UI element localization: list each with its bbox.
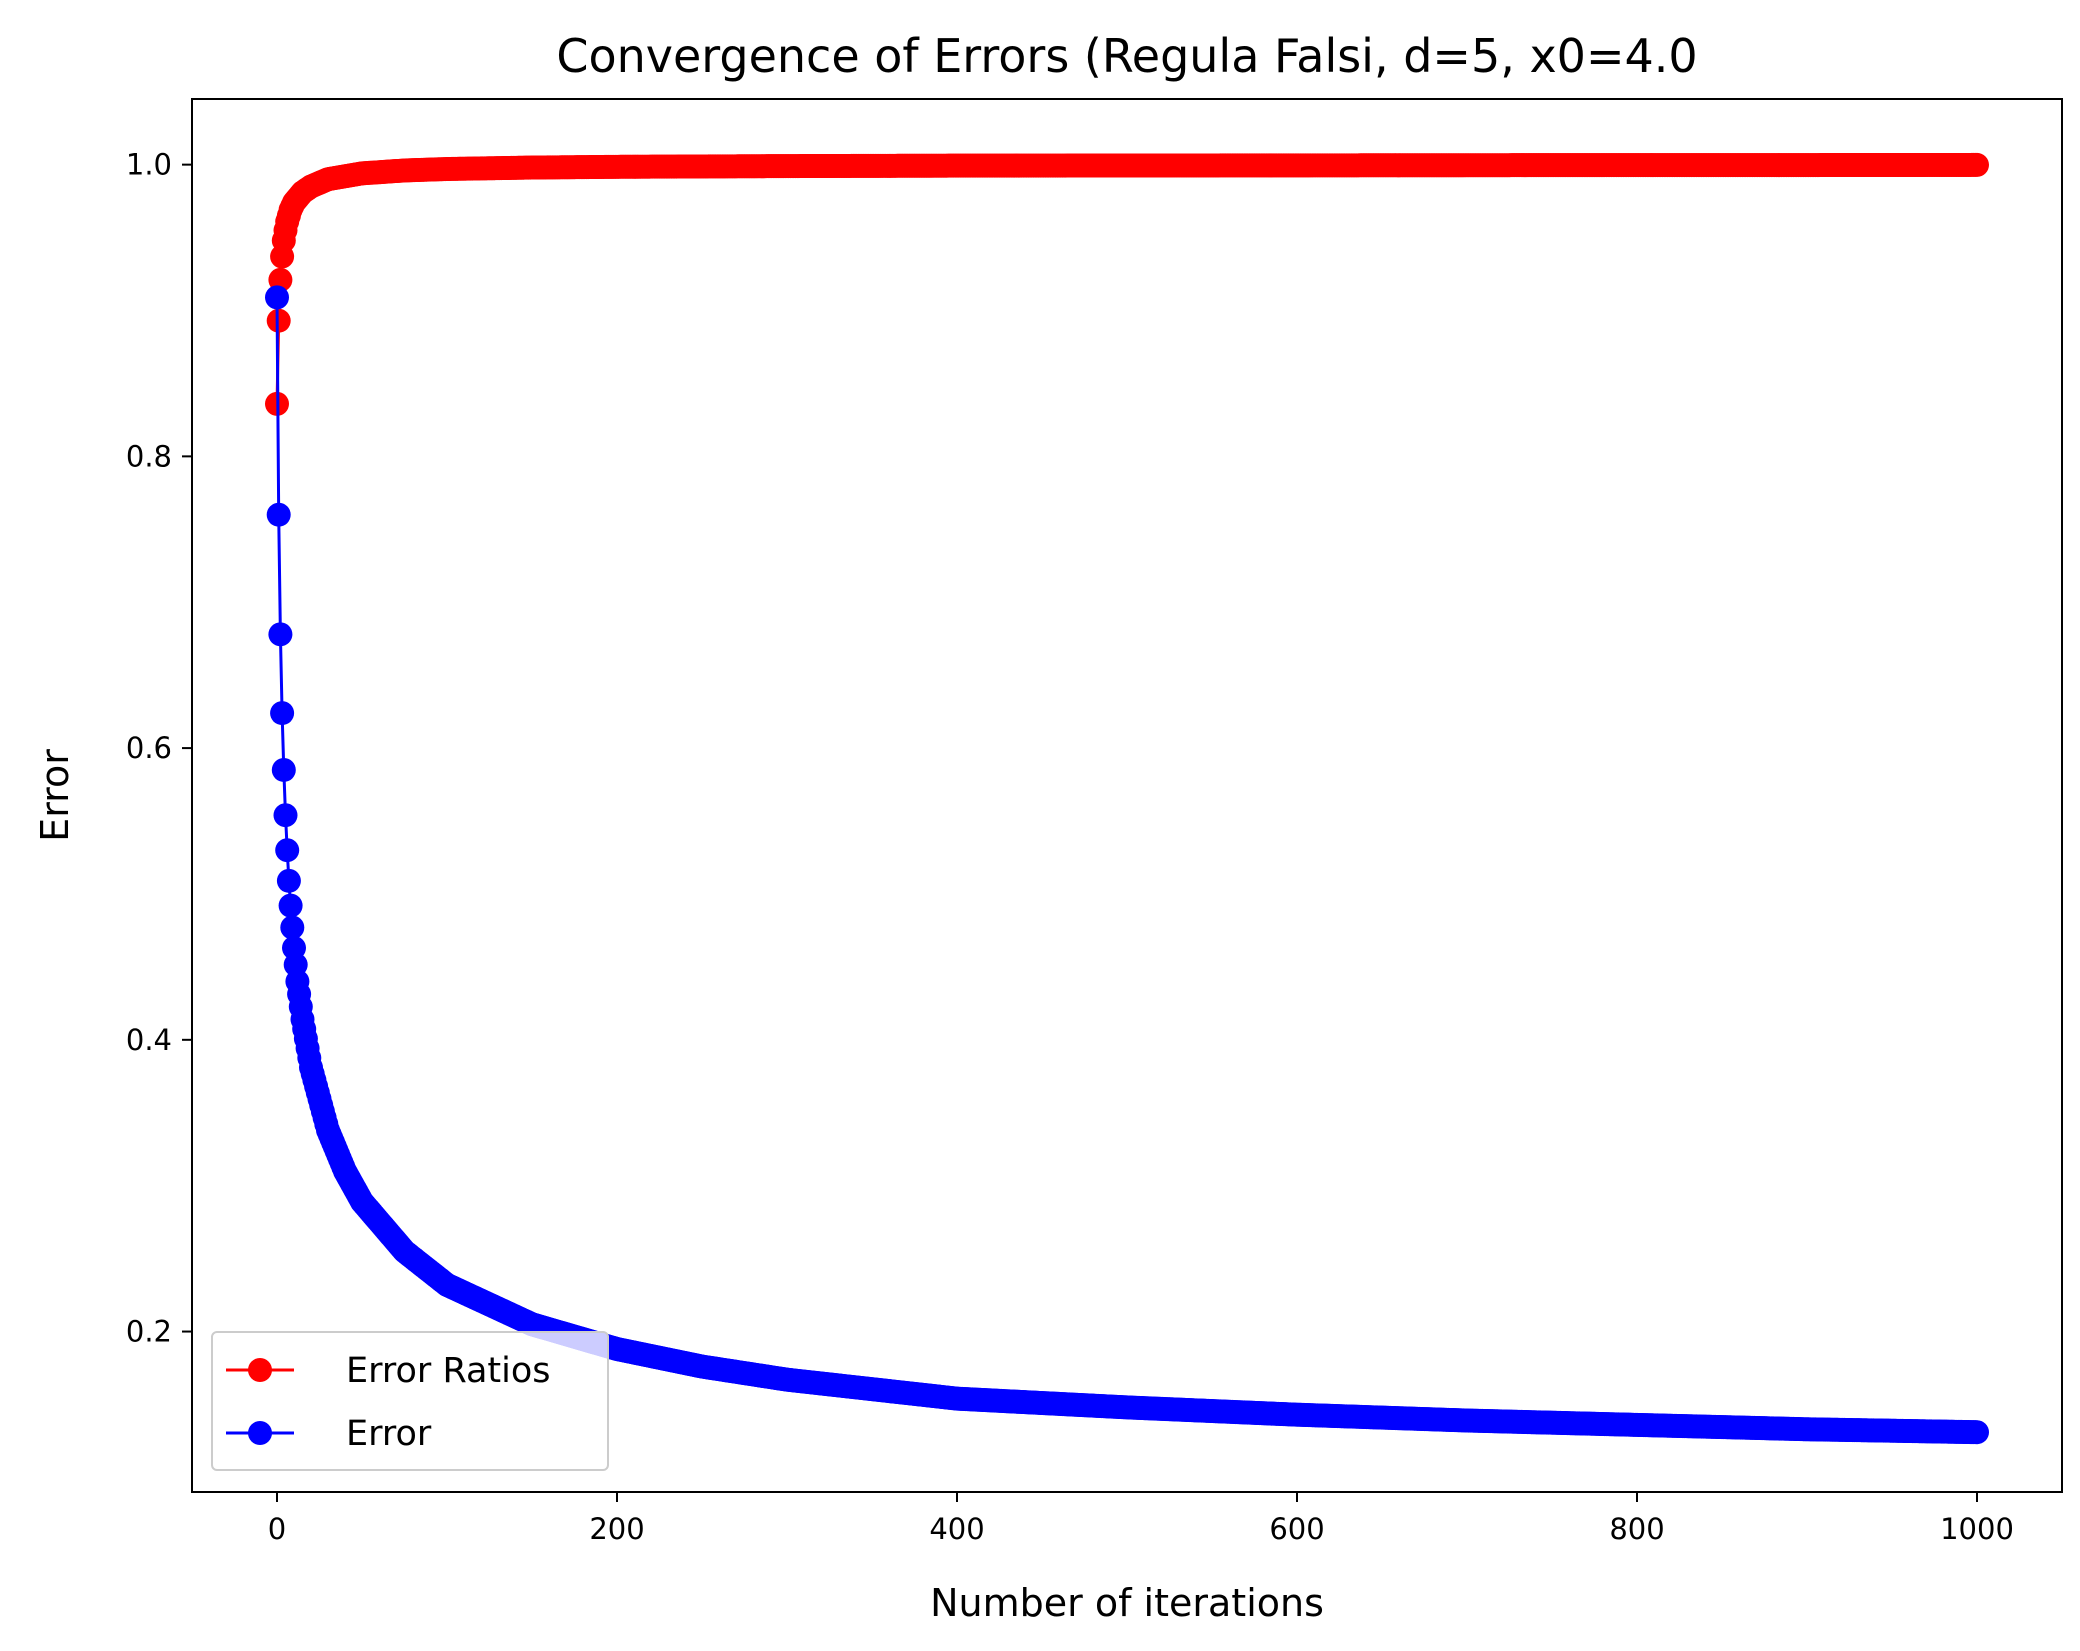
legend-label: Error [346, 1414, 432, 1454]
y-tick-label: 0.4 [126, 1023, 172, 1057]
y-tick-label: 0.6 [126, 731, 172, 765]
x-tick-label: 400 [929, 1512, 984, 1546]
legend-label: Error Ratios [346, 1351, 551, 1391]
y-axis-label: Error [33, 749, 77, 842]
plot-frame [191, 98, 2063, 1493]
data-point [276, 868, 301, 893]
data-point [1965, 1420, 1989, 1445]
series-layer [265, 152, 1989, 1445]
data-point [273, 803, 298, 828]
x-tick-label: 800 [1609, 1512, 1664, 1546]
x-tick-label: 1000 [1940, 1512, 2014, 1546]
y-axis: 0.2 0.4 0.6 0.8 1.0 [126, 148, 192, 1349]
data-point [1965, 152, 1989, 177]
x-axis-label: Number of iterations [930, 1581, 1324, 1625]
y-tick-label: 0.2 [126, 1315, 172, 1349]
data-point [275, 838, 300, 863]
legend-marker [248, 1358, 272, 1382]
y-tick-label: 0.8 [126, 439, 172, 473]
series-error [265, 285, 1989, 1445]
x-tick-label: 200 [589, 1512, 644, 1546]
data-point [268, 622, 293, 647]
legend-entry: Error Ratios [226, 1351, 551, 1391]
data-point [265, 285, 289, 310]
x-tick-label: 0 [268, 1512, 286, 1546]
legend-entry: Error [226, 1414, 432, 1454]
y-tick-label: 1.0 [126, 148, 172, 182]
data-point [278, 893, 303, 918]
data-point [280, 915, 305, 940]
data-point [266, 308, 291, 333]
x-axis: 0 200 400 600 800 1000 [268, 1492, 2014, 1546]
legend-box [211, 1331, 609, 1471]
data-point [266, 502, 291, 527]
series-error-ratios [265, 152, 1989, 416]
legend-marker [248, 1421, 272, 1445]
x-tick-label: 600 [1269, 1512, 1324, 1546]
legend: Error Ratios Error [211, 1331, 609, 1471]
data-point [270, 701, 295, 726]
data-point [271, 757, 296, 782]
chart-title: Convergence of Errors (Regula Falsi, d=5… [556, 29, 1697, 83]
